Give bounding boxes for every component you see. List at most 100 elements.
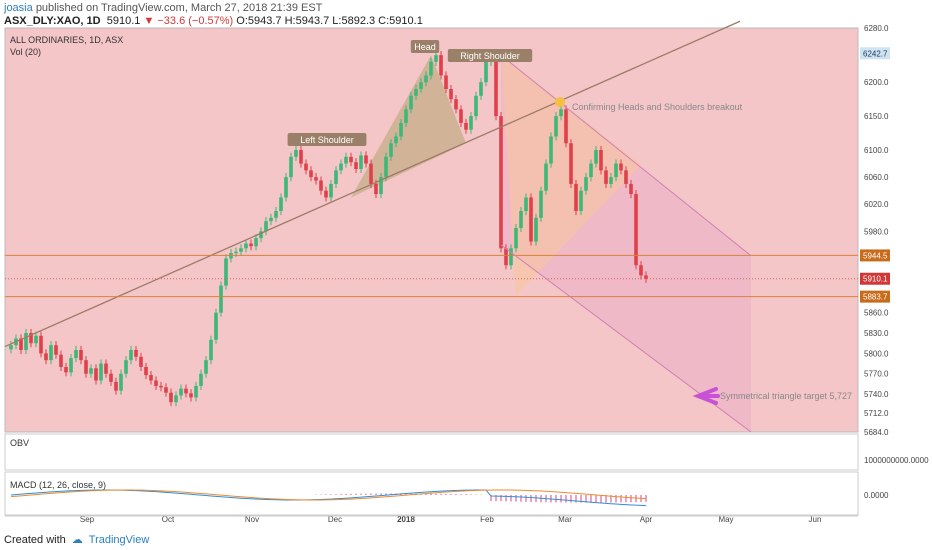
candle-body bbox=[244, 243, 248, 249]
chart-title: ALL ORDINARIES, 1D, ASX bbox=[10, 35, 123, 45]
candle-body bbox=[379, 177, 383, 195]
price-label: 5944.5 bbox=[863, 251, 888, 260]
candle-body bbox=[149, 375, 153, 381]
candle-body bbox=[49, 345, 53, 361]
y-tick-label: 6150.0 bbox=[864, 112, 889, 121]
candle-body bbox=[19, 338, 23, 350]
candle-body bbox=[64, 366, 68, 373]
candle-body bbox=[444, 75, 448, 90]
candle-body bbox=[109, 373, 113, 382]
price-pane-border bbox=[4, 27, 859, 433]
candle-body bbox=[504, 248, 508, 266]
last-price: 5910.1 bbox=[106, 15, 141, 27]
x-tick-label: Jun bbox=[809, 515, 822, 524]
x-tick-label: Apr bbox=[640, 515, 653, 524]
candle-body bbox=[294, 150, 298, 157]
candle-body bbox=[644, 275, 648, 279]
candle-body bbox=[459, 109, 463, 123]
tradingview-brand[interactable]: TradingView bbox=[88, 533, 150, 546]
candle-body bbox=[279, 197, 283, 212]
candle-body bbox=[499, 116, 503, 249]
x-tick-label: Sep bbox=[80, 515, 95, 524]
x-tick-label: Mar bbox=[558, 515, 572, 524]
candle-body bbox=[629, 183, 633, 195]
candle-body bbox=[524, 197, 528, 212]
candle-body bbox=[519, 211, 523, 228]
candle-body bbox=[144, 366, 148, 376]
candle-body bbox=[114, 381, 118, 391]
y-tick-label: 5712.0 bbox=[864, 409, 889, 418]
candle-body bbox=[299, 150, 303, 164]
candle-body bbox=[404, 109, 408, 123]
author-link[interactable]: joasia bbox=[4, 2, 33, 14]
candle-body bbox=[624, 170, 628, 184]
candle-body bbox=[69, 358, 73, 373]
candle-body bbox=[214, 312, 218, 340]
candle-body bbox=[234, 251, 238, 254]
symbol-name: ASX_DLY:XAO, 1D bbox=[4, 15, 101, 27]
price-label: 5883.7 bbox=[863, 293, 888, 302]
x-tick-label: Feb bbox=[480, 515, 494, 524]
candle-body bbox=[124, 360, 128, 374]
candle-body bbox=[534, 217, 538, 242]
ohlc-values: O:5943.7 H:5943.7 L:5892.3 C:5910.1 bbox=[236, 15, 423, 27]
candle-body bbox=[204, 360, 208, 374]
y-tick-label: 6100.0 bbox=[864, 146, 889, 155]
volume-label: Vol (20) bbox=[10, 47, 41, 57]
candle-body bbox=[259, 231, 263, 239]
target-arrow-icon bbox=[692, 387, 720, 405]
obv-tick-label: 1000000000.0000 bbox=[864, 456, 929, 465]
obv-label: OBV bbox=[10, 438, 29, 448]
candle-body bbox=[529, 197, 533, 242]
y-tick-label: 6020.0 bbox=[864, 200, 889, 209]
annotation-right-shoulder: Right Shoulder bbox=[460, 51, 520, 61]
annotation-head-bg bbox=[410, 40, 440, 53]
breakout-marker-icon bbox=[555, 97, 565, 107]
annotation-right-shoulder-bg bbox=[447, 49, 533, 62]
candle-body bbox=[339, 163, 343, 171]
candle-body bbox=[359, 155, 363, 169]
candle-body bbox=[364, 155, 368, 164]
candle-body bbox=[394, 136, 398, 144]
candle-body bbox=[139, 356, 143, 367]
candle-body bbox=[44, 353, 48, 361]
candle-body bbox=[79, 349, 83, 361]
x-tick-label: May bbox=[718, 515, 733, 524]
candle-body bbox=[59, 354, 63, 367]
candle-body bbox=[369, 163, 373, 184]
candle-body bbox=[254, 238, 258, 247]
candle-body bbox=[544, 163, 548, 191]
candle-body bbox=[239, 248, 243, 252]
candle-body bbox=[169, 392, 173, 403]
candle-body bbox=[219, 285, 223, 313]
candle-body bbox=[344, 156, 348, 164]
candle-body bbox=[269, 217, 273, 222]
candle-body bbox=[399, 122, 403, 137]
y-tick-label: 5860.0 bbox=[864, 309, 889, 318]
candle-body bbox=[554, 116, 558, 137]
candle-body bbox=[189, 393, 193, 398]
candle-body bbox=[634, 194, 638, 266]
candle-body bbox=[509, 248, 513, 266]
y-tick-label: 5684.0 bbox=[864, 428, 889, 437]
candle-body bbox=[24, 333, 28, 350]
symbol-info: ASX_DLY:XAO, 1D 5910.1 ▼ −33.6 (−0.57%) … bbox=[4, 15, 423, 27]
annotation-head: Head bbox=[414, 42, 436, 52]
candle-body bbox=[604, 170, 608, 184]
annotation-breakout: Confirming Heads and Shoulders breakout bbox=[572, 102, 743, 112]
candle-body bbox=[599, 150, 603, 171]
price-label-bg bbox=[860, 249, 890, 262]
candle-body bbox=[434, 55, 438, 62]
candle-body bbox=[619, 163, 623, 171]
obv-pane bbox=[4, 433, 859, 471]
macd-signal-line bbox=[10, 489, 647, 501]
tradingview-logo-icon[interactable]: ☁ bbox=[71, 534, 83, 546]
candle-body bbox=[579, 190, 583, 212]
y-tick-label: 5740.0 bbox=[864, 390, 889, 399]
candle-body bbox=[474, 95, 478, 117]
candle-body bbox=[319, 180, 323, 191]
candle-body bbox=[314, 177, 318, 181]
candle-body bbox=[199, 373, 203, 386]
publish-info: joasia published on TradingView.com, Mar… bbox=[4, 2, 322, 14]
